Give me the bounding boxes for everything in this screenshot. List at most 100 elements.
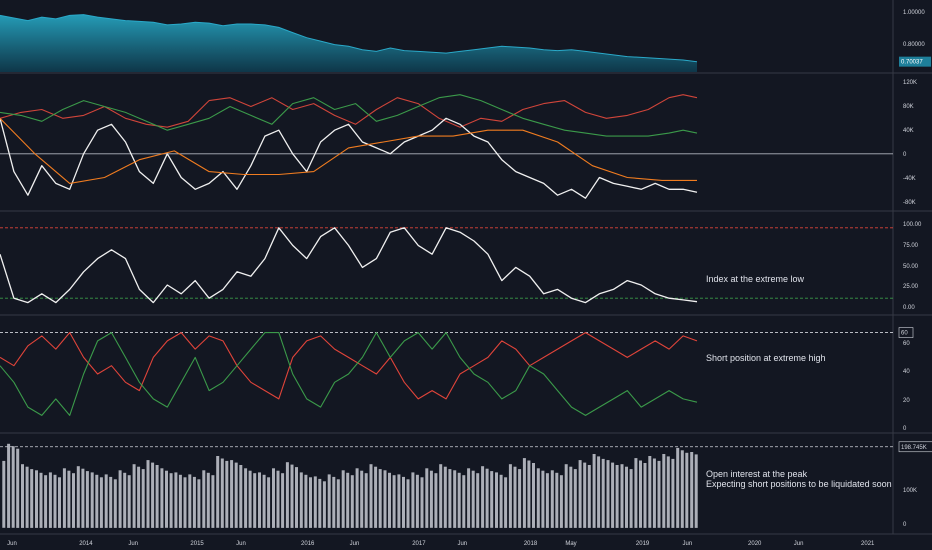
oi-bar <box>355 468 359 528</box>
oi-bar <box>2 460 6 528</box>
oi-bar <box>615 465 619 528</box>
oi-bar <box>25 466 29 528</box>
y-tick-label: 0 <box>903 152 907 158</box>
x-tick-label: 2016 <box>301 541 315 547</box>
x-tick-label: 2018 <box>524 541 538 547</box>
oi-bar <box>555 472 559 528</box>
oi-bar <box>16 448 20 528</box>
last-price-tag <box>899 56 931 67</box>
oi-bar <box>239 465 243 528</box>
price-line <box>0 14 698 63</box>
y-tick-label: 75.00 <box>903 243 919 249</box>
oi-bar <box>374 466 378 528</box>
oi-bar <box>21 464 24 528</box>
oi-bar <box>104 474 108 528</box>
x-tick-label: Jun <box>236 541 246 547</box>
oi-bar <box>151 462 155 528</box>
oi-bar <box>513 466 517 528</box>
x-tick-label: 2014 <box>79 541 93 547</box>
oi-bar <box>202 470 206 528</box>
oi-bar <box>573 469 577 528</box>
oi-bar <box>578 460 582 528</box>
oi-bar <box>62 468 66 528</box>
x-tick-label: 2021 <box>861 541 875 547</box>
x-tick-label: 2017 <box>412 541 426 547</box>
y-tick-label: -80K <box>903 200 916 206</box>
oi-bar <box>429 470 433 528</box>
oi-bar <box>481 466 485 528</box>
oi-bar <box>685 452 689 528</box>
panel-percent: 60 40 20 0 60 Short position at extreme high <box>0 327 914 432</box>
series-line-2 <box>0 117 698 199</box>
y-tick-label: 100K <box>903 488 917 494</box>
panel-positions: 120K 80K 40K 0 -40K -80K <box>0 80 917 206</box>
x-axis: Jun 2014 Jun 2015 Jun 2016 Jun 2017 Jun 2018 May 20… <box>7 541 875 547</box>
oi-bar <box>327 474 331 528</box>
oi-bar <box>188 474 192 528</box>
oi-bar <box>597 456 601 528</box>
oi-bar <box>332 476 336 528</box>
oi-bar <box>629 469 633 528</box>
oi-bar <box>216 456 220 528</box>
y-tick-label: 1.00000 <box>903 10 925 16</box>
oi-bar <box>415 474 419 528</box>
oi-bar <box>532 463 535 528</box>
oi-bar <box>508 464 512 528</box>
oi-bar <box>541 470 545 528</box>
oi-bar <box>48 472 52 528</box>
oi-bar <box>392 475 396 528</box>
oi-bar <box>457 472 461 528</box>
oi-bar <box>694 454 698 528</box>
x-tick-label: Jun <box>794 541 804 547</box>
oi-bar <box>643 463 647 528</box>
oi-bar <box>285 462 289 528</box>
oi-bar <box>443 466 447 528</box>
oi-bar <box>230 460 234 528</box>
oi-bar <box>155 465 159 528</box>
oi-bar <box>11 446 15 528</box>
oi-bar <box>169 473 173 528</box>
oi-bar <box>141 469 145 528</box>
y-tick-label: 40K <box>903 128 914 134</box>
oi-bar <box>364 473 368 528</box>
oi-bar <box>583 462 587 528</box>
x-tick-label: Jun <box>457 541 467 547</box>
panel-price: 1.00000 0.80000 0.70037 <box>0 10 931 73</box>
oi-bar <box>95 474 99 528</box>
oi-bar <box>462 475 466 528</box>
oi-bar <box>671 458 675 528</box>
oi-bar <box>346 472 350 528</box>
oi-bar <box>132 464 136 528</box>
annotation-text: Open interest at the peak <box>706 469 808 479</box>
oi-bar <box>109 476 113 528</box>
oi-bar <box>690 452 694 528</box>
oi-bar <box>611 462 615 528</box>
oi-bar <box>411 472 415 528</box>
oi-bar <box>559 475 563 528</box>
oi-bar <box>420 477 424 528</box>
oi-bar <box>127 475 131 528</box>
oi-bar <box>85 471 89 528</box>
oi-bar <box>276 470 280 528</box>
oi-bar <box>350 475 354 528</box>
y-tick-label: 25.00 <box>903 284 919 290</box>
oi-bar <box>680 450 684 528</box>
series-line-1 <box>0 332 698 416</box>
oi-bar <box>439 464 443 528</box>
oi-bar <box>625 466 628 528</box>
oi-bar <box>434 473 438 528</box>
oi-bar <box>587 465 591 528</box>
oi-bar <box>206 472 210 528</box>
oi-bar <box>360 470 364 528</box>
oi-bar <box>592 454 596 528</box>
oi-bar <box>648 456 652 528</box>
oi-bar <box>146 460 150 528</box>
oi-bar <box>397 474 401 528</box>
oi-bar <box>165 470 168 528</box>
oi-bar <box>504 477 508 528</box>
x-tick-label: Jun <box>683 541 693 547</box>
annotation-text: Short position at extreme high <box>706 353 826 363</box>
y-tick-label: 0 <box>903 522 907 528</box>
oi-bar <box>295 467 298 528</box>
oi-bar <box>639 460 642 528</box>
